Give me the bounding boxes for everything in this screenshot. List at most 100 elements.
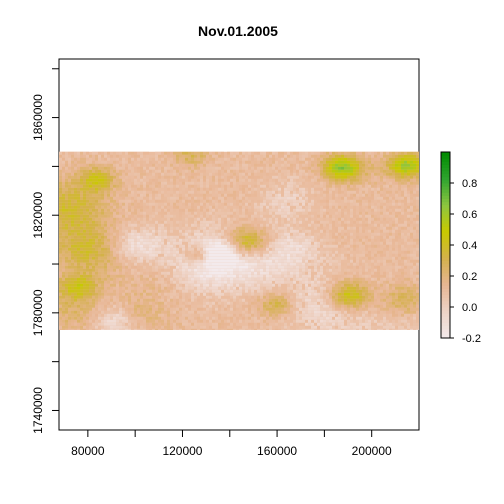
- raster-cell: [125, 190, 128, 194]
- raster-cell: [338, 253, 341, 257]
- raster-cell: [161, 169, 164, 173]
- raster-cell: [188, 283, 191, 287]
- raster-cell: [167, 256, 170, 260]
- raster-cell: [236, 178, 239, 182]
- raster-cell: [386, 226, 389, 230]
- raster-cell: [305, 157, 308, 161]
- raster-cell: [326, 169, 329, 173]
- raster-cell: [293, 163, 296, 167]
- raster-cell: [89, 229, 92, 233]
- raster-cell: [401, 205, 404, 209]
- raster-cell: [395, 256, 398, 260]
- raster-cell: [119, 268, 122, 272]
- raster-cell: [269, 223, 272, 227]
- raster-cell: [158, 241, 161, 245]
- raster-cell: [338, 244, 341, 248]
- raster-cell: [83, 196, 86, 200]
- raster-cell: [416, 181, 419, 185]
- raster-cell: [293, 256, 296, 260]
- raster-cell: [224, 193, 227, 197]
- raster-cell: [158, 163, 161, 167]
- raster-cell: [305, 172, 308, 176]
- raster-cell: [392, 271, 395, 275]
- raster-cell: [401, 190, 404, 194]
- raster-cell: [212, 169, 215, 173]
- raster-cell: [71, 241, 74, 245]
- raster-cell: [119, 205, 122, 209]
- raster-cell: [140, 226, 143, 230]
- raster-cell: [245, 280, 248, 284]
- raster-cell: [245, 196, 248, 200]
- raster-cell: [179, 160, 182, 164]
- raster-cell: [206, 199, 209, 203]
- raster-cell: [131, 229, 134, 233]
- raster-cell: [65, 223, 68, 227]
- raster-cell: [413, 157, 416, 161]
- raster-cell: [347, 181, 350, 185]
- raster-cell: [140, 241, 143, 245]
- raster-cell: [158, 277, 161, 281]
- raster-cell: [278, 256, 281, 260]
- raster-cell: [143, 271, 146, 275]
- raster-cell: [131, 274, 134, 278]
- raster-cell: [209, 256, 212, 260]
- raster-cell: [380, 181, 383, 185]
- raster-cell: [179, 268, 182, 272]
- raster-cell: [74, 268, 77, 272]
- raster-cell: [77, 271, 80, 275]
- raster-cell: [314, 181, 317, 185]
- raster-cell: [302, 256, 305, 260]
- raster-cell: [80, 265, 83, 269]
- raster-cell: [188, 202, 191, 206]
- raster-cell: [230, 175, 233, 179]
- raster-cell: [173, 256, 176, 260]
- raster-cell: [254, 157, 257, 161]
- raster-cell: [353, 160, 356, 164]
- raster-cell: [323, 184, 326, 188]
- raster-cell: [284, 211, 287, 215]
- raster-cell: [203, 226, 206, 230]
- raster-cell: [143, 265, 146, 269]
- raster-cell: [275, 214, 278, 218]
- raster-cell: [233, 169, 236, 173]
- raster-cell: [344, 277, 347, 281]
- raster-cell: [101, 271, 104, 275]
- raster-cell: [281, 262, 284, 266]
- raster-cell: [395, 211, 398, 215]
- raster-cell: [242, 223, 245, 227]
- raster-cell: [395, 262, 398, 266]
- raster-cell: [209, 193, 212, 197]
- raster-cell: [251, 280, 254, 284]
- raster-cell: [293, 262, 296, 266]
- raster-cell: [170, 247, 173, 251]
- raster-cell: [155, 193, 158, 197]
- raster-cell: [347, 256, 350, 260]
- raster-cell: [101, 190, 104, 194]
- raster-cell: [389, 196, 392, 200]
- raster-cell: [332, 256, 335, 260]
- raster-cell: [92, 199, 95, 203]
- raster-cell: [125, 277, 128, 281]
- raster-cell: [122, 241, 125, 245]
- raster-cell: [263, 193, 266, 197]
- raster-cell: [251, 220, 254, 224]
- raster-cell: [308, 166, 311, 170]
- raster-cell: [401, 238, 404, 242]
- raster-cell: [113, 250, 116, 254]
- raster-cell: [284, 232, 287, 236]
- raster-cell: [83, 256, 86, 260]
- raster-cell: [161, 172, 164, 176]
- raster-cell: [245, 151, 248, 155]
- raster-cell: [185, 157, 188, 161]
- raster-cell: [128, 277, 131, 281]
- raster-cell: [128, 163, 131, 167]
- raster-cell: [170, 178, 173, 182]
- raster-cell: [257, 166, 260, 170]
- raster-cell: [368, 208, 371, 212]
- raster-cell: [68, 196, 71, 200]
- raster-cell: [206, 202, 209, 206]
- raster-cell: [356, 160, 359, 164]
- raster-cell: [407, 175, 410, 179]
- raster-cell: [92, 175, 95, 179]
- raster-cell: [146, 238, 149, 242]
